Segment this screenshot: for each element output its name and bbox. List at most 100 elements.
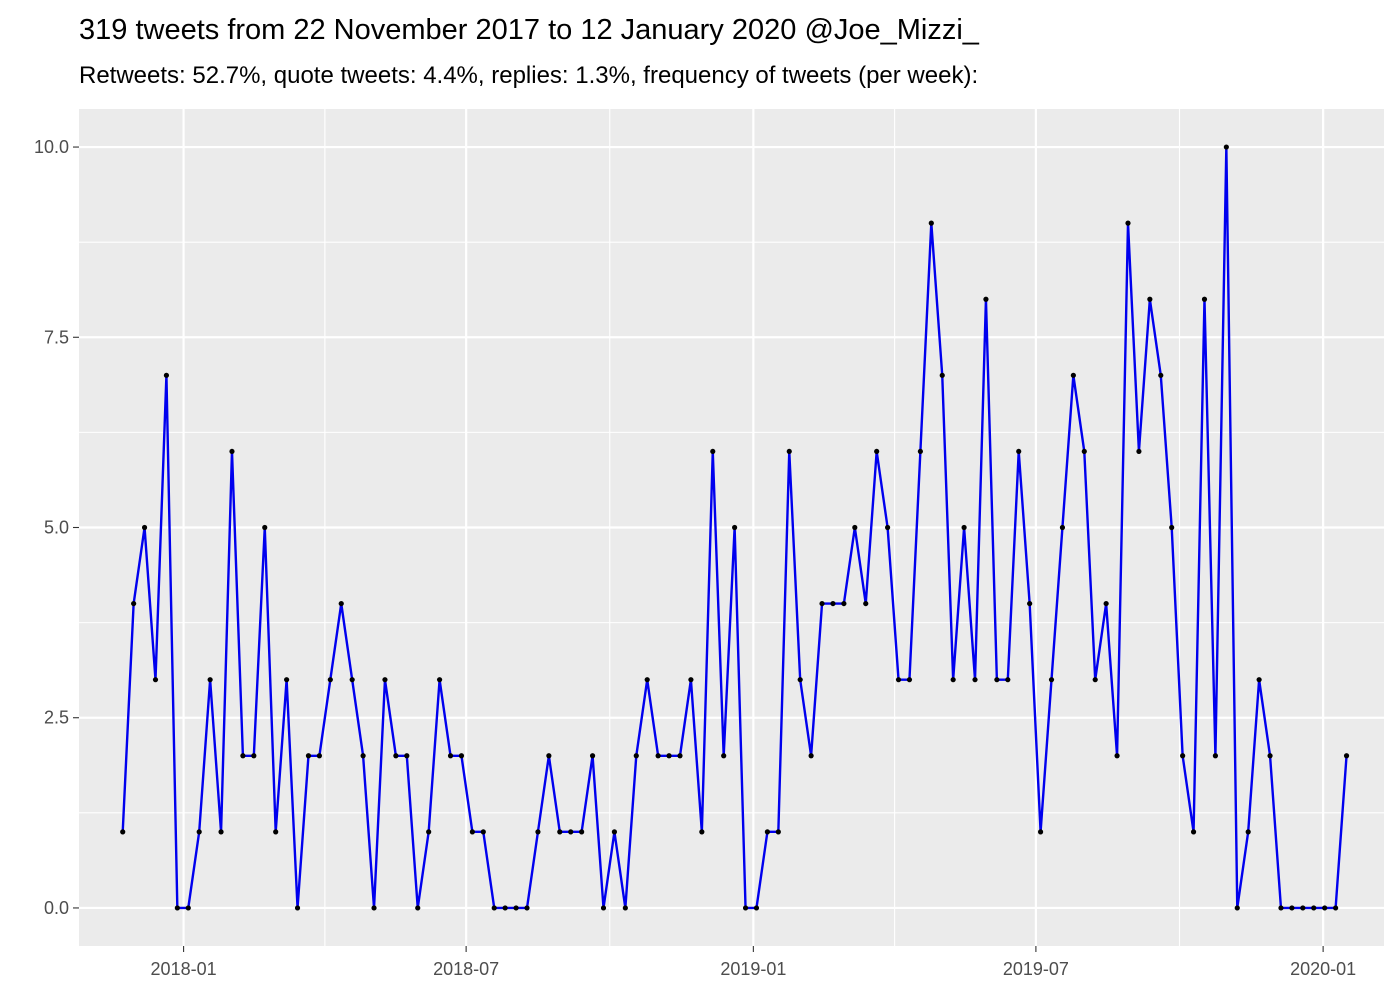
- data-point: [699, 829, 705, 835]
- data-point: [1234, 905, 1240, 911]
- data-point: [284, 677, 290, 683]
- data-point: [1059, 524, 1066, 531]
- data-point: [841, 600, 847, 607]
- data-point: [568, 829, 574, 835]
- data-point: [1278, 905, 1284, 911]
- y-tick-label: 5.0: [44, 518, 69, 538]
- x-tick-label: 2019-01: [720, 959, 786, 979]
- data-point: [644, 677, 650, 683]
- data-point: [1037, 829, 1044, 835]
- data-point: [207, 677, 213, 683]
- data-point: [1267, 753, 1273, 759]
- data-point: [327, 677, 333, 683]
- data-point: [688, 677, 694, 683]
- data-point: [950, 677, 956, 683]
- data-point: [141, 524, 148, 531]
- data-point: [360, 753, 366, 759]
- data-point: [939, 372, 945, 378]
- data-point: [480, 829, 486, 835]
- data-point: [546, 753, 552, 759]
- data-point: [349, 677, 355, 683]
- data-point: [174, 905, 180, 911]
- data-point: [120, 829, 126, 835]
- data-point: [557, 829, 563, 835]
- data-point: [404, 753, 410, 759]
- data-point: [1016, 448, 1022, 455]
- data-point: [131, 600, 137, 607]
- data-point: [415, 905, 421, 911]
- data-point: [579, 829, 585, 835]
- data-point: [1256, 677, 1262, 683]
- axis-ticks: [73, 146, 1324, 952]
- data-point: [524, 905, 530, 911]
- data-point: [1180, 753, 1186, 759]
- data-point: [852, 524, 858, 531]
- data-point: [819, 600, 825, 607]
- data-point: [382, 677, 388, 683]
- data-point: [1136, 448, 1142, 455]
- data-point: [535, 829, 541, 835]
- data-point: [710, 448, 716, 455]
- y-tick-label: 7.5: [44, 327, 69, 347]
- data-point: [874, 448, 880, 455]
- data-point: [393, 753, 399, 759]
- data-point: [469, 829, 475, 835]
- y-tick-label: 0.0: [44, 898, 69, 918]
- data-point: [1114, 753, 1120, 759]
- data-point: [928, 220, 934, 226]
- data-point: [294, 905, 301, 911]
- data-point: [513, 905, 519, 911]
- data-point: [885, 524, 891, 531]
- data-point: [1289, 905, 1295, 911]
- data-point: [458, 753, 465, 759]
- y-axis-tick-labels: 0.0 2.5 5.0 7.5 10.0: [34, 137, 69, 918]
- data-point: [185, 905, 191, 911]
- data-point: [1103, 600, 1109, 607]
- data-point: [273, 829, 279, 835]
- data-point: [1027, 600, 1033, 607]
- y-tick-label: 2.5: [44, 708, 69, 728]
- data-point: [1300, 905, 1306, 911]
- data-point: [491, 905, 497, 911]
- data-point: [1311, 905, 1317, 911]
- data-point: [229, 448, 235, 455]
- data-point: [262, 524, 268, 531]
- data-point: [240, 753, 246, 759]
- data-point: [502, 905, 508, 911]
- data-point: [600, 905, 607, 911]
- data-point: [721, 753, 727, 759]
- data-point: [666, 753, 672, 759]
- data-point: [983, 296, 989, 302]
- major-gridlines: [79, 109, 1384, 946]
- data-point: [622, 905, 628, 911]
- data-point: [753, 905, 760, 911]
- data-point: [305, 753, 312, 759]
- data-point: [1125, 220, 1131, 226]
- data-point: [742, 905, 749, 911]
- data-point: [1212, 753, 1219, 759]
- data-point: [1333, 905, 1339, 911]
- data-point: [371, 905, 377, 911]
- data-point: [633, 753, 639, 759]
- data-point: [1147, 296, 1153, 302]
- chart-title: 319 tweets from 22 November 2017 to 12 J…: [79, 14, 979, 46]
- data-point: [589, 753, 596, 759]
- x-tick-label: 2020-01: [1290, 959, 1356, 979]
- data-point: [1158, 372, 1164, 378]
- y-tick-label: 10.0: [34, 137, 69, 157]
- data-point: [447, 753, 454, 759]
- data-point: [218, 829, 224, 835]
- data-point: [994, 677, 1000, 683]
- data-point: [1322, 905, 1328, 911]
- data-point: [196, 829, 202, 835]
- data-point: [655, 753, 661, 759]
- data-point: [775, 829, 781, 835]
- x-tick-label: 2018-01: [151, 959, 217, 979]
- data-point: [1201, 296, 1208, 302]
- data-point: [961, 524, 967, 531]
- data-point: [1169, 524, 1175, 531]
- data-point: [797, 677, 803, 683]
- data-point: [338, 600, 344, 607]
- data-point: [426, 829, 432, 835]
- x-tick-label: 2018-07: [433, 959, 499, 979]
